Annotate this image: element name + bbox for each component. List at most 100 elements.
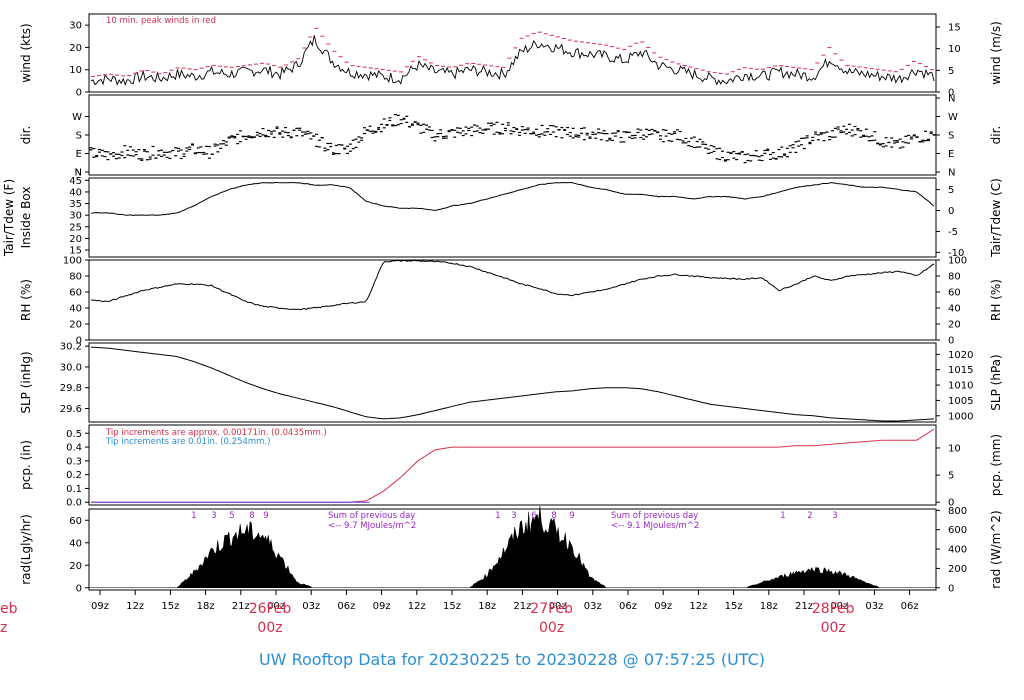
slp-line (90, 346, 935, 422)
time-tick-label: 18z (760, 601, 778, 612)
dir-ytick-label: N (75, 168, 82, 179)
precip-ytick-right-label: 0 (948, 498, 954, 509)
rh-ytick-label: 100 (63, 256, 82, 267)
rh-ytick-right-label: 0 (948, 336, 954, 347)
dir-ytick-right-label: E (948, 149, 954, 160)
radiation-ytick-right-label: 600 (948, 525, 967, 536)
dir-ytick-right-label: N (948, 168, 955, 179)
wind-ytick-right-label: 10 (948, 44, 961, 55)
temperature-ytick-label: 15 (69, 246, 82, 257)
radiation-hour-mark: 8 (551, 511, 556, 521)
wind-ytick-label: 10 (69, 65, 82, 76)
radiation-hour-mark: 1 (495, 511, 500, 521)
slp-ytick-right-label: 1020 (948, 350, 973, 361)
dir-ytick-label: W (72, 112, 82, 123)
rh-ytick-label: 40 (69, 304, 82, 315)
dir-frame (88, 94, 937, 176)
time-tick-label: 21z (513, 601, 531, 612)
rh-ylabel: RH (%) (19, 279, 33, 321)
temperature-ytick-right-label: 0 (948, 206, 954, 217)
rh-ytick-right-label: 20 (948, 320, 961, 331)
slp-ylabel: SLP (inHg) (19, 351, 33, 413)
time-tick-label: 06z (619, 601, 637, 612)
slp-ytick-label: 29.6 (60, 404, 82, 415)
radiation-ylabel: rad(Lgly/hr) (19, 514, 33, 585)
temperature-ytick-right-label: -10 (948, 248, 964, 259)
radiation-hour-mark: 9 (569, 511, 574, 521)
time-tick-label: 15z (161, 601, 179, 612)
radiation-area (90, 506, 935, 589)
slp-ytick-right-label: 1010 (948, 381, 973, 392)
temperature-line (90, 181, 935, 217)
time-tick-label: 15z (443, 601, 461, 612)
time-tick-label: 03z (302, 601, 320, 612)
time-tick-label: 00z (830, 601, 848, 612)
radiation-hour-mark: 3 (511, 511, 516, 521)
rh-ytick-label: 0 (76, 336, 82, 347)
temperature-ytick-label: 40 (69, 187, 82, 198)
radiation-hour-mark: 5 (229, 511, 234, 521)
temperature-ytick-label: 35 (69, 199, 82, 210)
temperature-ylabel: Tair/Tdew (F) (2, 179, 16, 257)
time-tick-label: 21z (232, 601, 250, 612)
wind-ytick-label: 30 (69, 21, 82, 32)
radiation-hour-mark: 2 (807, 511, 812, 521)
time-tick-label: 12z (689, 601, 707, 612)
time-tick-label: 06z (901, 601, 919, 612)
panel-wind: 0 10 20 30 0 5 10 15 wind (kts) wind (m/s) 10 min.… (19, 13, 1003, 99)
rh-ytick-right-label: 60 (948, 288, 961, 299)
temperature-ytick-label: 30 (69, 211, 82, 222)
radiation-daily-sum-2-value: <-- 9.1 MJoules/m^2 (611, 521, 699, 531)
slp-ytick-right-label: 1015 (948, 365, 973, 376)
figure-title: UW Rooftop Data for 20230225 to 20230228… (259, 650, 765, 669)
time-tick-label: 12z (126, 601, 144, 612)
radiation-daily-sum-2: Sum of previous day (611, 511, 698, 521)
temperature-ytick-label: 20 (69, 234, 82, 245)
precip-ytick-label: 0.1 (66, 484, 82, 495)
wind-frame (88, 13, 937, 93)
temperature-ytick-right-label: 5 (948, 185, 954, 196)
radiation-ytick-label: 60 (69, 516, 82, 527)
time-tick-label: 06z (337, 601, 355, 612)
temperature-frame (88, 177, 937, 258)
time-tick-label: 21z (795, 601, 813, 612)
date-hour-label: 00z (821, 620, 846, 636)
rh-ytick-right-label: 80 (948, 272, 961, 283)
precip-ytick-label: 0.2 (66, 470, 82, 481)
radiation-hour-mark: 6 (531, 511, 536, 521)
radiation-ytick-label: 40 (69, 538, 82, 549)
rh-ylabel-right: RH (%) (989, 279, 1003, 321)
time-tick-label: 15z (725, 601, 743, 612)
radiation-hour-mark: 1 (780, 511, 785, 521)
radiation-daily-sum-1-value: <-- 9.7 MJoules/m^2 (328, 521, 416, 531)
dir-ytick-right-label: S (948, 131, 954, 142)
radiation-ytick-label: 20 (69, 561, 82, 572)
rh-ytick-right-label: 100 (948, 256, 967, 267)
time-tick-label: 18z (197, 601, 215, 612)
wind-ytick-label: 20 (69, 43, 82, 54)
radiation-ytick-right-label: 200 (948, 564, 967, 575)
time-axis: 09z 12z 15z 18z 21z 00z 03z 06z 09z 12z 15z 18z 21z 0… (0, 590, 919, 636)
rh-frame (88, 259, 937, 341)
temperature-ytick-label: 45 (69, 176, 82, 187)
temperature-ytick-right-label: -5 (948, 227, 958, 238)
precip-ytick-label: 0.0 (66, 498, 82, 509)
date-label-cut: eb (0, 601, 18, 617)
precip-ytick-label: 0.4 (66, 443, 82, 454)
panel-precip: 0.0 0.1 0.2 0.3 0.4 0.5 0 5 10 pcp. (in) pcp. (mm)… (19, 424, 1003, 509)
radiation-ytick-right-label: 0 (948, 583, 954, 594)
rh-ytick-label: 80 (69, 272, 82, 283)
time-tick-label: 12z (408, 601, 426, 612)
radiation-ytick-label: 0 (76, 583, 82, 594)
precip-ytick-right-label: 5 (948, 471, 954, 482)
time-tick-label: 09z (654, 601, 672, 612)
panel-slp: 29.6 29.8 30.0 30.2 1000 1005 1010 1015 1020 SLP … (19, 342, 1003, 423)
slp-ytick-label: 30.2 (60, 342, 82, 353)
slp-ytick-right-label: 1005 (948, 396, 973, 407)
radiation-ytick-right-label: 800 (948, 506, 967, 517)
rh-ytick-label: 60 (69, 288, 82, 299)
